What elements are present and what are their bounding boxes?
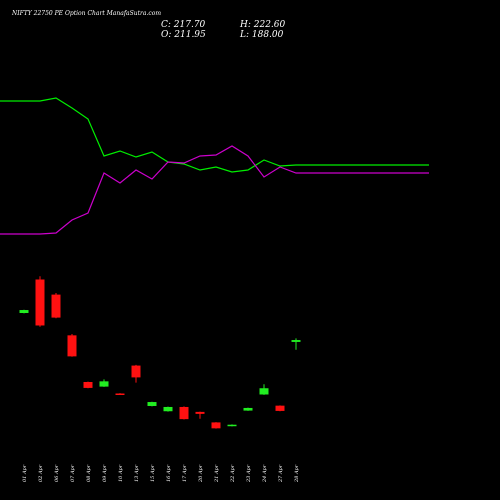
x-tick-label: 22 Apr [230, 464, 236, 483]
candle [227, 424, 237, 427]
x-tick-label: 02 Apr [38, 464, 44, 482]
candle [163, 406, 173, 412]
candle-body [211, 422, 221, 429]
candle [67, 334, 77, 357]
candle [51, 292, 61, 319]
candle [291, 338, 301, 350]
candle [243, 407, 253, 411]
x-tick-label: 23 Apr [246, 464, 252, 483]
indicator-lines [0, 97, 429, 235]
x-tick-label: 28 Apr [294, 464, 300, 483]
candle-body [67, 335, 77, 357]
x-tick-label: 17 Apr [182, 464, 188, 482]
candle-body [115, 393, 125, 395]
x-tick-label: 10 Apr [118, 464, 124, 482]
candle-body [179, 406, 189, 420]
candle [259, 384, 269, 395]
candle [195, 411, 205, 419]
candle [275, 405, 285, 412]
candles [19, 276, 301, 429]
candle-body [163, 406, 173, 412]
candle [131, 364, 141, 383]
candle-body [147, 402, 157, 406]
candle [99, 379, 109, 387]
candle-body [35, 279, 45, 326]
candle-body [19, 310, 29, 313]
candle-body [259, 388, 269, 395]
green-line [0, 97, 429, 173]
candle [179, 406, 189, 420]
x-axis-ticks: 01 Apr 02 Apr 06 Apr 07 Apr 08 Apr 09 Apr 10 A… [22, 464, 300, 483]
high-value: H: 222.60 [239, 20, 286, 30]
low-value: L: 188.00 [239, 30, 284, 40]
x-tick-label: 09 Apr [102, 464, 108, 482]
x-tick-label: 20 Apr [198, 464, 204, 483]
candle [147, 401, 157, 407]
candle-body [227, 424, 237, 427]
candle [115, 393, 125, 395]
candle-body [51, 294, 61, 318]
open-value: O: 211.95 [161, 30, 206, 40]
candle [83, 381, 93, 389]
candle-body [99, 381, 109, 387]
x-tick-label: 08 Apr [86, 464, 92, 482]
x-tick-label: 16 Apr [166, 464, 172, 482]
x-tick-label: 15 Apr [150, 464, 156, 482]
x-tick-label: 27 Apr [278, 464, 284, 483]
candle [211, 422, 221, 429]
x-tick-label: 06 Apr [54, 464, 60, 482]
candle-body [291, 340, 301, 342]
candle [35, 276, 45, 327]
candle-body [195, 411, 205, 414]
x-tick-label: 24 Apr [262, 464, 268, 483]
x-tick-label: 07 Apr [70, 464, 76, 482]
x-tick-label: 13 Apr [134, 464, 140, 482]
candle-body [83, 382, 93, 388]
candle-body [131, 365, 141, 378]
chart-title: NIFTY 22750 PE Option Chart ManafaSutra.… [11, 10, 161, 17]
x-tick-label: 01 Apr [22, 464, 28, 482]
close-value: C: 217.70 [161, 20, 206, 30]
candle-body [275, 405, 285, 411]
candle-body [243, 407, 253, 411]
x-tick-label: 21 Apr [214, 464, 220, 483]
candle [19, 309, 29, 314]
magenta-line [0, 145, 429, 235]
